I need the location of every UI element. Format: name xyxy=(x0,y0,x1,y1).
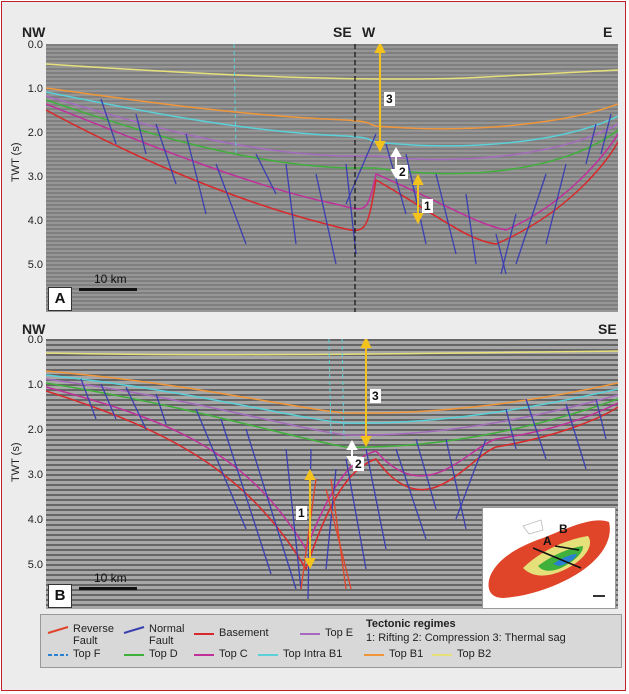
legend-label: Top F xyxy=(73,648,101,660)
panel-a-scale-bar xyxy=(79,288,137,291)
seismic-section-a-drawing xyxy=(46,44,618,312)
panel-b-regime-1: 1 xyxy=(296,506,307,520)
top-intra-b1-swatch xyxy=(258,654,278,656)
top-d-swatch xyxy=(124,654,144,656)
panel-a-y-tick: 2.0 xyxy=(27,127,43,139)
panel-b-scale-label: 10 km xyxy=(94,571,127,585)
location-map-drawing xyxy=(488,519,610,598)
panel-a-y-tick: 3.0 xyxy=(27,171,43,183)
panel-a-e-label: E xyxy=(603,24,613,40)
legend-item-top-c: Top C xyxy=(193,648,248,662)
legend-label: Top D xyxy=(149,648,178,660)
panel-b-y-tick: 4.0 xyxy=(27,514,43,526)
legend-item-top-f: Top F xyxy=(47,648,101,662)
location-map-inset: A B xyxy=(482,507,616,609)
panel-a-scale-label: 10 km xyxy=(94,272,127,286)
panel-b-y-tick: 1.0 xyxy=(27,379,43,391)
panel-a-y-tick: 1.0 xyxy=(27,83,43,95)
top-f-swatch xyxy=(48,654,68,656)
panel-a-y-tick: 0.0 xyxy=(27,39,43,51)
legend-label: Top C xyxy=(219,648,248,660)
legend-label: Basement xyxy=(219,627,269,639)
legend: Reverse Fault Normal Fault Basement Top … xyxy=(40,614,622,668)
legend-item-basement: Basement xyxy=(193,627,269,641)
panel-a-regime-3: 3 xyxy=(384,92,395,106)
legend-label: Reverse Fault xyxy=(73,623,114,647)
legend-item-reverse-fault: Reverse Fault xyxy=(47,623,123,647)
panel-a-y-tick: 5.0 xyxy=(27,259,43,271)
panel-a-w-label: W xyxy=(362,24,376,40)
top-b1-swatch xyxy=(364,654,384,656)
panel-b-scale-bar xyxy=(79,587,137,590)
legend-label: Top Intra B1 xyxy=(283,648,343,660)
panel-a-nw-label: NW xyxy=(22,24,46,40)
panel-b-y-tick: 2.0 xyxy=(27,424,43,436)
top-b2-swatch xyxy=(432,654,452,656)
top-c-swatch xyxy=(194,654,214,656)
top-e-swatch xyxy=(300,633,320,635)
panel-b-y-tick: 0.0 xyxy=(27,334,43,346)
panel-b-y-tick: 3.0 xyxy=(27,469,43,481)
legend-label: Top B1 xyxy=(389,648,424,660)
legend-item-top-b2: Top B2 xyxy=(431,648,491,662)
inset-label-a: A xyxy=(543,534,552,548)
panel-b-y-tick: 5.0 xyxy=(27,559,43,571)
legend-item-top-intra-b1: Top Intra B1 xyxy=(257,648,342,662)
inset-label-b: B xyxy=(559,522,568,536)
reverse-fault-swatch xyxy=(47,626,69,634)
legend-label: Top E xyxy=(325,627,354,639)
tectonic-regimes-title: Tectonic regimes xyxy=(366,618,456,630)
panel-a-letter: A xyxy=(48,287,72,311)
panel-a-se-label: SE xyxy=(333,24,352,40)
legend-item-top-b1: Top B1 xyxy=(363,648,423,662)
basement-swatch xyxy=(194,633,214,635)
legend-item-normal-fault: Normal Fault xyxy=(123,623,193,647)
panel-b-regime-3: 3 xyxy=(370,389,381,403)
tectonic-regimes-text: 1: Rifting 2: Compression 3: Thermal sag xyxy=(366,632,566,644)
panel-b-regime-2: 2 xyxy=(353,457,364,471)
seismic-section-a: 10 km 3 2 1 xyxy=(46,44,618,312)
legend-label: Normal Fault xyxy=(149,623,185,647)
legend-item-top-d: Top D xyxy=(123,648,178,662)
panel-a-regime-1: 1 xyxy=(422,199,433,213)
normal-fault-swatch xyxy=(123,626,145,634)
legend-label: Top B2 xyxy=(457,648,492,660)
panel-a-regime-2: 2 xyxy=(397,165,408,179)
panel-a-y-tick: 4.0 xyxy=(27,215,43,227)
legend-item-top-e: Top E xyxy=(299,627,353,641)
panel-b-se-label: SE xyxy=(598,321,617,337)
panel-b-letter: B xyxy=(48,584,72,608)
panel-b-nw-label: NW xyxy=(22,321,46,337)
